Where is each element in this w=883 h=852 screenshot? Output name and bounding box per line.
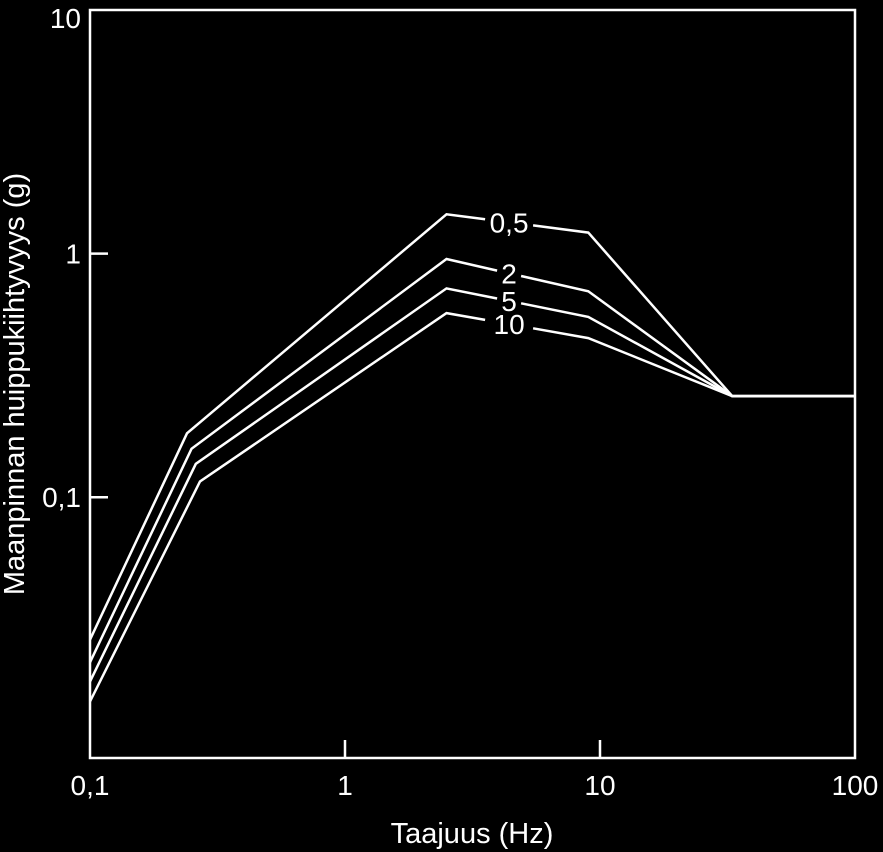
x-axis-title: Taajuus (Hz) bbox=[391, 818, 554, 850]
series-line-3-continued bbox=[520, 302, 855, 398]
series-line-1 bbox=[88, 212, 486, 641]
x-tick-label: 0,1 bbox=[71, 770, 110, 801]
series-label: 10 bbox=[494, 309, 525, 340]
y-axis-title: Maanpinnan huippukiihtyvyys (g) bbox=[0, 173, 31, 595]
series-label: 5 bbox=[501, 286, 517, 317]
series-label: 0,5 bbox=[490, 207, 529, 238]
series-group bbox=[88, 212, 855, 703]
y-tick-label: 10 bbox=[50, 3, 81, 34]
series-line-4 bbox=[88, 311, 486, 703]
series-line-2 bbox=[88, 257, 498, 663]
x-tick-label: 1 bbox=[337, 770, 353, 801]
series-line-4-continued bbox=[532, 327, 855, 398]
y-tick-label: 0,1 bbox=[42, 482, 81, 513]
x-tick-label: 100 bbox=[832, 770, 879, 801]
x-tick-label: 10 bbox=[584, 770, 615, 801]
x-axis: 0,1 1 10 100 bbox=[71, 740, 879, 801]
plot-frame bbox=[88, 8, 857, 760]
series-line-3 bbox=[88, 287, 498, 683]
series-label: 2 bbox=[501, 258, 517, 289]
y-axis: 0,1 1 10 bbox=[42, 3, 108, 513]
y-tick-label: 1 bbox=[65, 239, 81, 270]
series-line-1-continued bbox=[532, 224, 855, 398]
